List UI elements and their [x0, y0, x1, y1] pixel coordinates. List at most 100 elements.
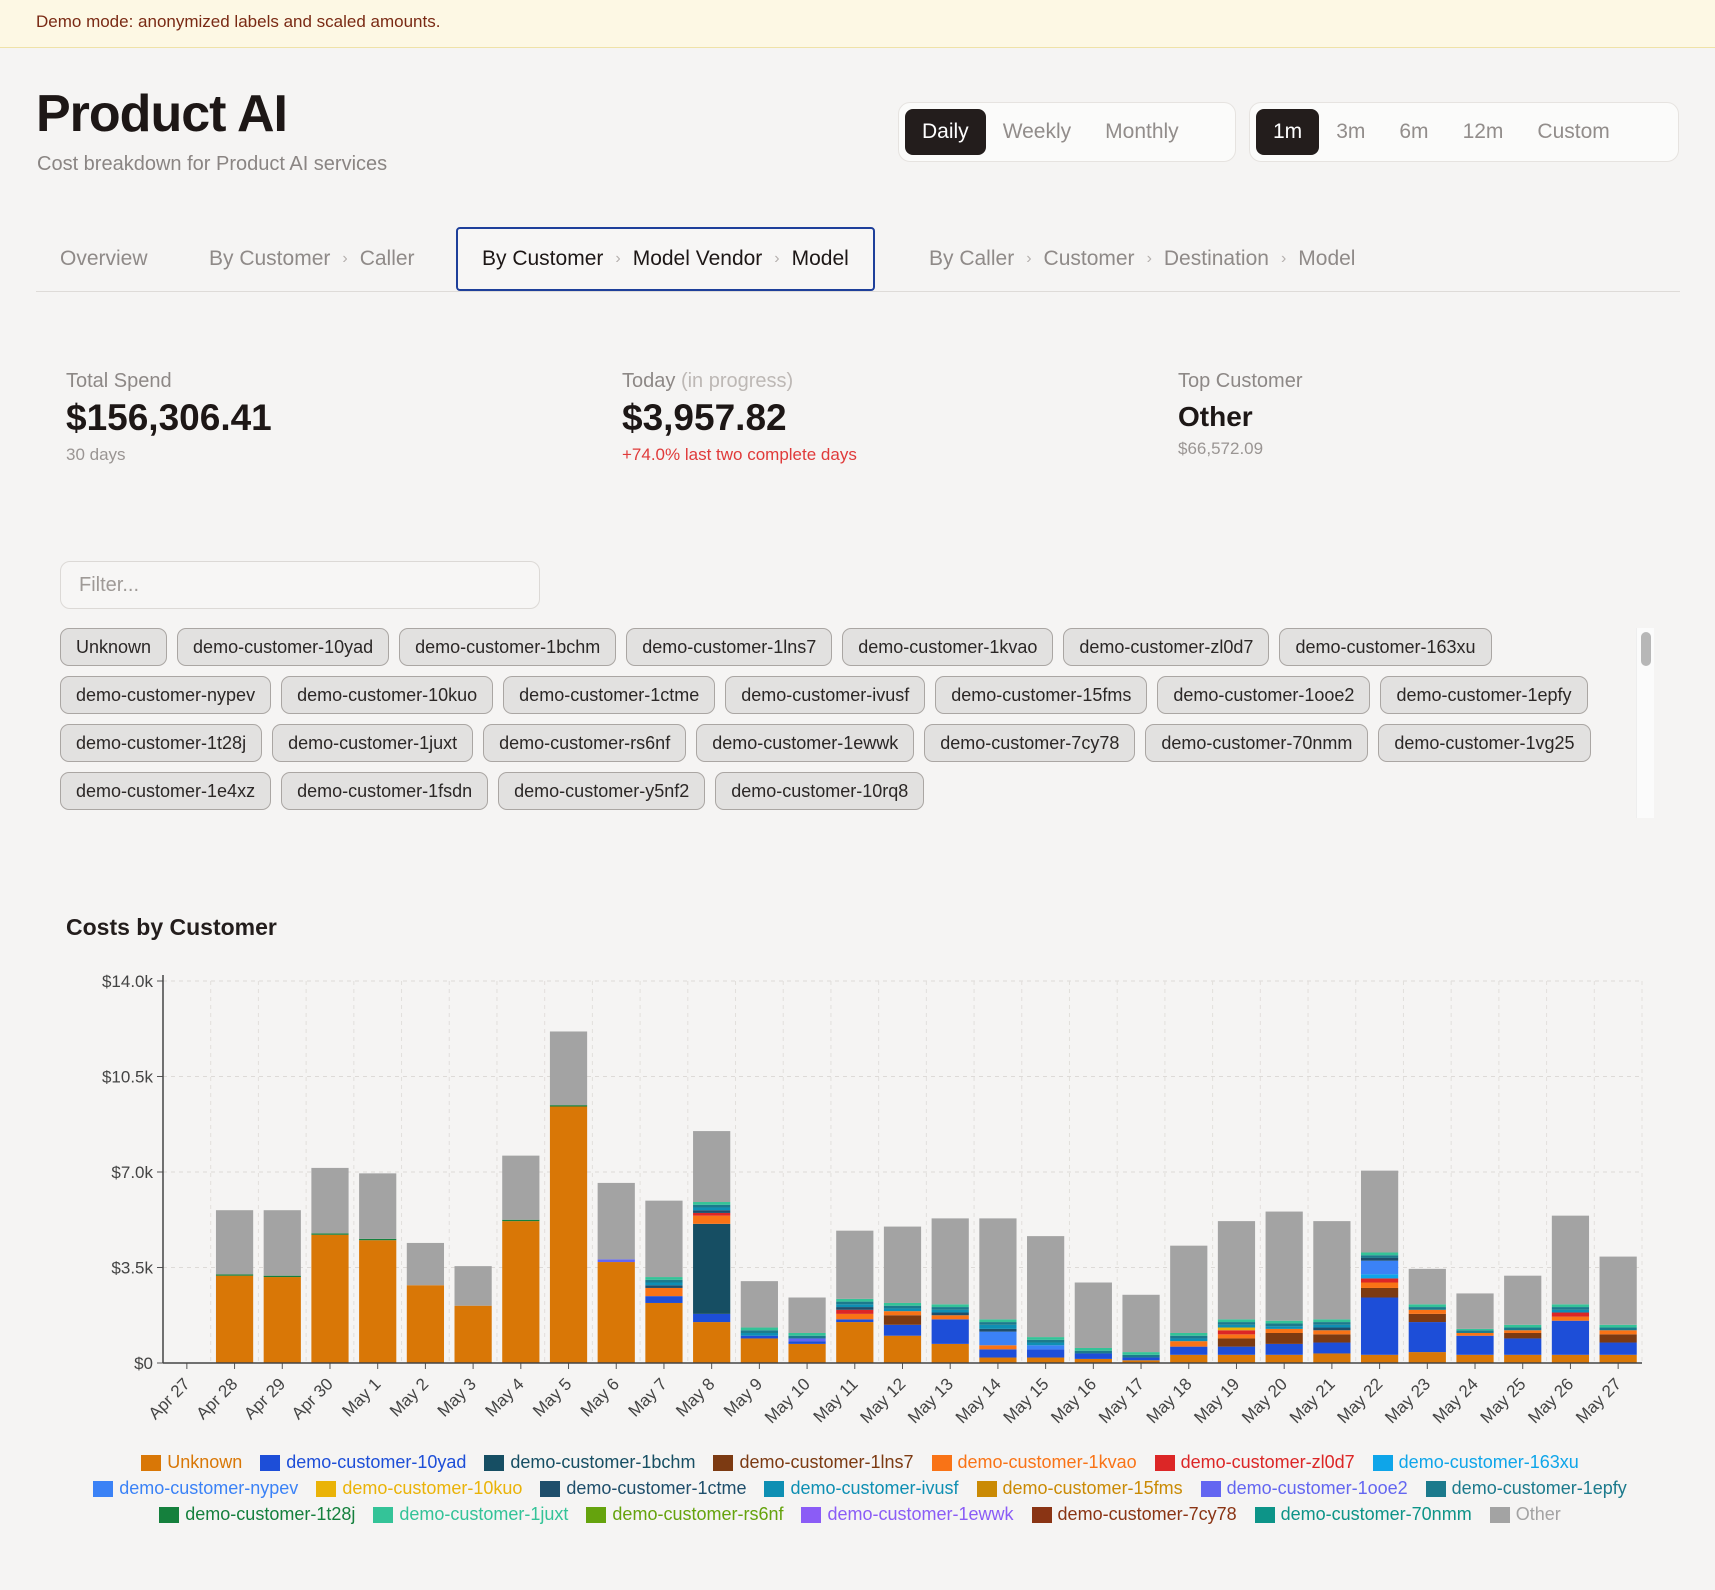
legend-item[interactable]: demo-customer-ivusf [764, 1478, 959, 1499]
legend-item[interactable]: demo-customer-163xu [1372, 1452, 1579, 1473]
bar-segment [1551, 1316, 1590, 1321]
bar-segment [836, 1319, 874, 1323]
tab-by-customer-model-vendor-model[interactable]: By Customer › Model Vendor › Model [456, 227, 875, 291]
customer-chip[interactable]: demo-customer-10kuo [281, 676, 494, 714]
legend-item[interactable]: demo-customer-zl0d7 [1154, 1452, 1355, 1473]
legend-item[interactable]: demo-customer-15fms [976, 1478, 1183, 1499]
bar-segment [1551, 1304, 1590, 1308]
legend-item[interactable]: demo-customer-1lns7 [713, 1452, 914, 1473]
tab-by-caller-customer-destination-model[interactable]: By Caller › Customer › Destination › Mod… [929, 226, 1355, 292]
bar-segment [1551, 1312, 1590, 1317]
customer-chip[interactable]: demo-customer-1e4xz [60, 772, 272, 810]
x-tick-label: Apr 29 [240, 1374, 289, 1423]
bar-segment [1360, 1278, 1399, 1283]
bar-segment [883, 1302, 922, 1306]
x-tick-label: May 10 [761, 1374, 814, 1427]
customer-chip[interactable]: demo-customer-1vg25 [1378, 724, 1591, 762]
customer-chip[interactable]: demo-customer-y5nf2 [498, 772, 706, 810]
legend-item[interactable]: demo-customer-rs6nf [586, 1504, 783, 1525]
legend-item[interactable]: demo-customer-1t28j [159, 1504, 355, 1525]
range-custom-button[interactable]: Custom [1537, 120, 1610, 143]
bar-segment [1074, 1282, 1112, 1348]
range-1m-button[interactable]: 1m [1256, 109, 1320, 155]
legend-item[interactable]: Other [1489, 1504, 1561, 1525]
scrollbar-thumb[interactable] [1641, 632, 1651, 666]
legend-item[interactable]: demo-customer-10yad [260, 1452, 466, 1473]
legend-item[interactable]: demo-customer-1kvao [931, 1452, 1137, 1473]
legend-item[interactable]: demo-customer-1ewwk [801, 1504, 1014, 1525]
legend-label: demo-customer-1ctme [566, 1478, 747, 1498]
bar-segment [1360, 1170, 1399, 1253]
bar-segment [597, 1262, 635, 1363]
bar-segment [931, 1218, 969, 1305]
bar-segment [549, 1105, 588, 1107]
legend-label: demo-customer-7cy78 [1057, 1504, 1237, 1524]
customer-chip[interactable]: demo-customer-1lns7 [626, 628, 833, 666]
bar-segment [1122, 1294, 1160, 1353]
tab-overview[interactable]: Overview [60, 226, 148, 292]
legend-item[interactable]: demo-customer-1juxt [373, 1504, 568, 1525]
legend-item[interactable]: demo-customer-7cy78 [1031, 1504, 1237, 1525]
customer-chip[interactable]: demo-customer-1t28j [60, 724, 263, 762]
granularity-weekly-button[interactable]: Weekly [1002, 120, 1072, 143]
bar-segment [1504, 1324, 1542, 1328]
filter-input[interactable] [60, 561, 540, 609]
customer-chip[interactable]: demo-customer-70nmm [1145, 724, 1369, 762]
bar-segment [788, 1297, 826, 1333]
bar-segment [406, 1242, 445, 1286]
bar-segment [1599, 1334, 1637, 1343]
legend-item[interactable]: demo-customer-1ooe2 [1200, 1478, 1408, 1499]
range-6m-button[interactable]: 6m [1399, 120, 1429, 143]
chevron-right-icon: › [342, 250, 348, 267]
chip-list-scrollbar[interactable] [1636, 628, 1654, 818]
y-tick-label: $10.5k [102, 1068, 154, 1087]
customer-chip[interactable]: demo-customer-163xu [1279, 628, 1492, 666]
legend-item[interactable]: Unknown [141, 1452, 242, 1473]
customer-chip[interactable]: demo-customer-zl0d7 [1063, 628, 1270, 666]
legend-item[interactable]: demo-customer-1epfy [1425, 1478, 1627, 1499]
customer-chip[interactable]: demo-customer-7cy78 [924, 724, 1136, 762]
customer-chip[interactable]: demo-customer-rs6nf [483, 724, 687, 762]
tab-by-customer-caller[interactable]: By Customer › Caller [209, 226, 415, 292]
range-12m-button[interactable]: 12m [1462, 120, 1504, 143]
range-3m-button[interactable]: 3m [1336, 120, 1366, 143]
customer-chip[interactable]: Unknown [60, 628, 168, 666]
bar-segment [1217, 1334, 1256, 1339]
customer-chip[interactable]: demo-customer-15fms [935, 676, 1148, 714]
customer-chip[interactable]: demo-customer-1ooe2 [1157, 676, 1371, 714]
bar-segment [1027, 1345, 1065, 1350]
bar-segment [693, 1204, 731, 1208]
customer-chip[interactable]: demo-customer-1ewwk [696, 724, 915, 762]
customer-chip[interactable]: demo-customer-1kvao [842, 628, 1054, 666]
bar-segment [645, 1282, 683, 1286]
bar-segment [979, 1319, 1017, 1323]
legend-item[interactable]: demo-customer-10kuo [316, 1478, 522, 1499]
legend-item[interactable]: demo-customer-nypev [93, 1478, 298, 1499]
customer-chip[interactable]: demo-customer-1epfy [1380, 676, 1588, 714]
customer-chip[interactable]: demo-customer-1bchm [399, 628, 617, 666]
bar-segment [1456, 1328, 1494, 1331]
legend-item[interactable]: demo-customer-70nmm [1254, 1504, 1472, 1525]
tab-part: By Caller [929, 247, 1015, 270]
view-tabs: Overview By Customer › Caller By Custome… [36, 226, 1680, 292]
bar-segment [693, 1322, 731, 1363]
customer-chip[interactable]: demo-customer-10rq8 [715, 772, 925, 810]
customer-chip[interactable]: demo-customer-1fsdn [281, 772, 489, 810]
legend-item[interactable]: demo-customer-1bchm [484, 1452, 695, 1473]
legend-label: demo-customer-rs6nf [612, 1504, 784, 1524]
bar-segment [740, 1335, 778, 1339]
customer-chip[interactable]: demo-customer-nypev [60, 676, 272, 714]
legend-item[interactable]: demo-customer-1ctme [540, 1478, 746, 1499]
bar-segment [359, 1238, 397, 1241]
customer-chip[interactable]: demo-customer-1ctme [503, 676, 716, 714]
bar-segment [693, 1202, 731, 1205]
bar-segment [215, 1210, 254, 1275]
bar-segment [549, 1106, 588, 1363]
customer-chip[interactable]: demo-customer-1juxt [272, 724, 474, 762]
granularity-daily-button[interactable]: Daily [905, 109, 986, 155]
granularity-monthly-button[interactable]: Monthly [1105, 120, 1179, 143]
bar-segment [1217, 1327, 1256, 1331]
customer-chip[interactable]: demo-customer-10yad [177, 628, 390, 666]
customer-chip[interactable]: demo-customer-ivusf [725, 676, 926, 714]
